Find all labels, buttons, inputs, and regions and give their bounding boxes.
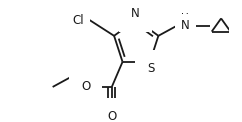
Text: O: O: [107, 110, 116, 122]
Text: N: N: [181, 19, 190, 32]
Text: Cl: Cl: [72, 14, 84, 27]
Text: S: S: [147, 62, 154, 75]
Text: N: N: [131, 7, 140, 20]
Text: O: O: [81, 80, 91, 93]
Text: H: H: [182, 13, 189, 23]
